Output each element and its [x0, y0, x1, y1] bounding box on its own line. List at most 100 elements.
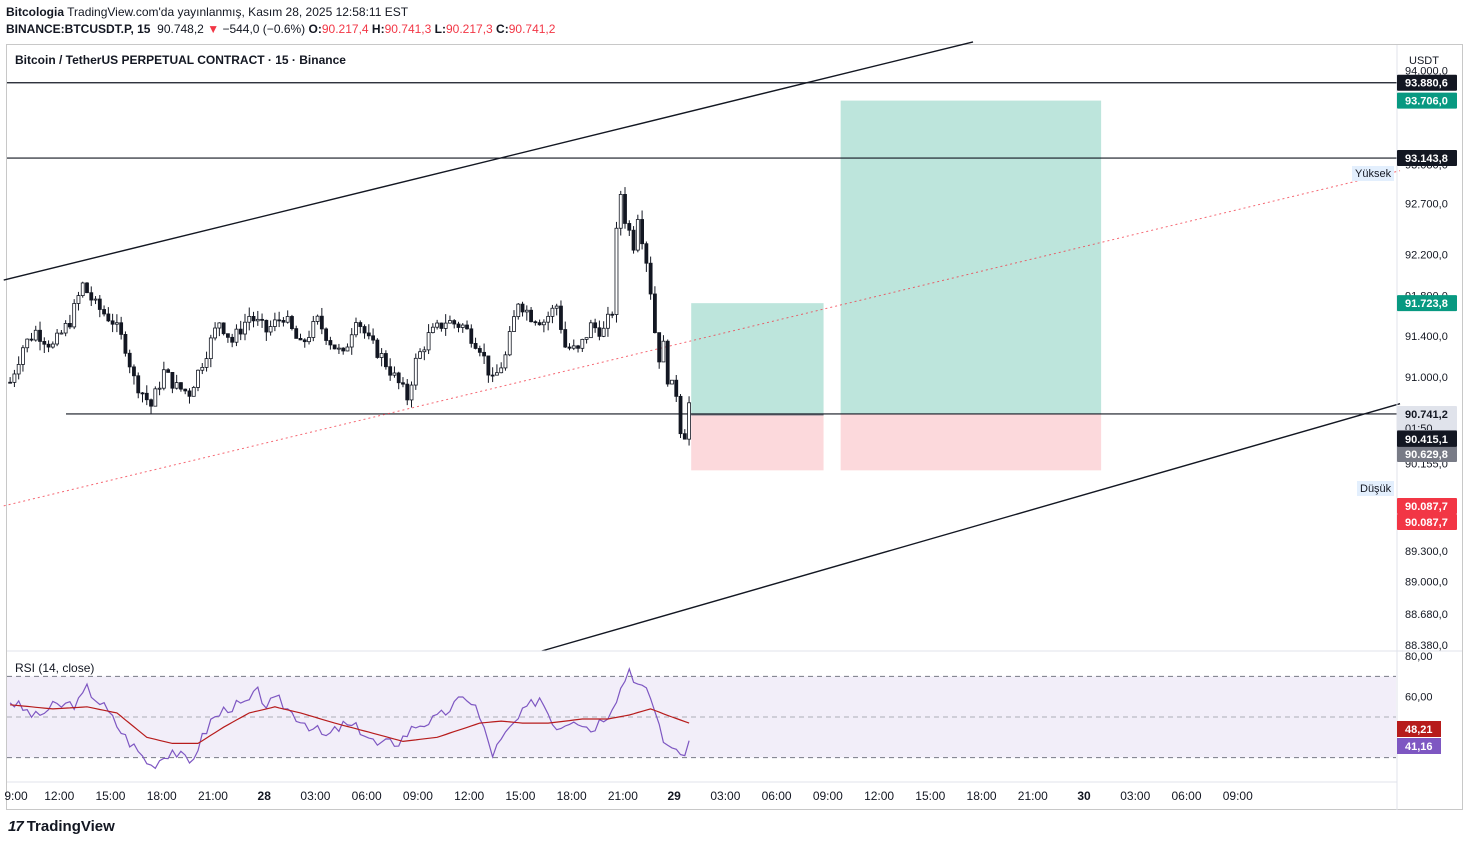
candle-body — [482, 351, 487, 357]
candle-body — [678, 395, 683, 435]
time-tick-label: 30 — [1077, 789, 1091, 803]
candle-body — [631, 229, 636, 251]
candle-body — [465, 324, 469, 330]
candle-body — [102, 309, 106, 315]
candle-body — [311, 321, 316, 338]
price-badge-label: 90.415,1 — [1405, 434, 1448, 446]
candle-body — [55, 332, 60, 345]
candle-body — [516, 303, 521, 318]
candle-body — [588, 322, 593, 339]
candle-body — [110, 320, 115, 325]
tradingview-logo[interactable]: 17 TradingView — [8, 818, 115, 835]
candle-body — [456, 323, 461, 328]
candle-body — [76, 295, 81, 304]
time-axis[interactable]: 9:00 12:00 15:00 18:00 21:00 28 03:00 06:00 09:0… — [4, 789, 1253, 803]
position-stop-zone — [840, 413, 1102, 471]
candle-body — [285, 316, 290, 323]
candles — [8, 187, 691, 446]
price-tick-label: 92.700,0 — [1405, 198, 1448, 210]
rsi-pane[interactable]: 80,00 60,00 48,21 41,16 — [7, 651, 1441, 770]
trend-channel[interactable] — [3, 41, 1401, 652]
candle-body — [157, 387, 162, 390]
candle-body — [204, 358, 209, 368]
rsi-value-badge — [1397, 738, 1441, 754]
symbol-label: BINANCE:BTCUSDT.P, 15 — [6, 22, 151, 36]
candle-body — [268, 326, 273, 333]
candle-body — [46, 343, 51, 348]
position-target-zone — [840, 100, 1102, 414]
candle-body — [21, 347, 25, 365]
candle-body — [166, 369, 171, 373]
candle-body — [217, 322, 222, 329]
candle-body — [281, 320, 286, 323]
candle-body — [221, 322, 226, 335]
candle-body — [435, 322, 440, 328]
currency-label: USDT — [1409, 55, 1439, 67]
time-tick-label: 06:00 — [352, 789, 382, 803]
candle-body — [63, 323, 68, 334]
time-tick-label: 06:00 — [762, 789, 792, 803]
candle-body — [362, 326, 367, 334]
position-tools[interactable] — [691, 100, 1102, 471]
candle-body — [230, 336, 235, 343]
candle-body — [448, 320, 452, 324]
candle-body — [682, 433, 687, 440]
candle-body — [507, 331, 512, 356]
candle-body — [315, 315, 320, 322]
candle-body — [571, 345, 576, 349]
candle-body — [332, 344, 337, 350]
candle-body — [379, 353, 384, 358]
time-tick-label: 29 — [667, 789, 681, 803]
time-tick-label: 21:00 — [198, 789, 228, 803]
time-tick-label: 12:00 — [44, 789, 74, 803]
candle-body — [413, 357, 418, 386]
time-tick-label: 18:00 — [147, 789, 177, 803]
candle-body — [640, 219, 644, 245]
candle-body — [72, 303, 77, 328]
price-badge — [1397, 406, 1457, 436]
candle-body — [524, 309, 529, 313]
channel-line — [3, 41, 974, 281]
high-label-text: Yüksek — [1355, 168, 1392, 180]
time-tick-label: 03:00 — [1120, 789, 1150, 803]
price-badge — [1397, 92, 1457, 109]
low-annotation: Düşük — [1357, 481, 1394, 496]
candle-body — [529, 309, 533, 323]
candle-body — [251, 316, 256, 322]
time-tick-label: 15:00 — [95, 789, 125, 803]
rsi-line — [9, 667, 690, 770]
horizontal-lines[interactable] — [7, 82, 1397, 415]
candle-body — [486, 355, 491, 376]
time-tick-label: 09:00 — [1223, 789, 1253, 803]
high-value: 90.741,3 — [384, 22, 432, 36]
time-tick-label: 15:00 — [505, 789, 535, 803]
candle-body — [68, 323, 72, 328]
price-badge-label: 90.629,8 — [1405, 449, 1448, 461]
candle-body — [119, 322, 124, 335]
time-tick-label: 21:00 — [1018, 789, 1048, 803]
channel-line — [541, 403, 1401, 652]
candle-body — [16, 364, 21, 375]
price-axis[interactable]: 94.000,093.080,092.700,092.200,091.800,0… — [1396, 45, 1448, 810]
price-badge — [1397, 446, 1457, 462]
rsi-ma-line — [10, 704, 690, 745]
tradingview-mark-icon: 17 — [8, 818, 24, 835]
candle-body — [114, 322, 119, 325]
rsi-title: RSI (14, close) — [15, 661, 94, 675]
candle-body — [687, 402, 691, 440]
candle-body — [324, 328, 329, 341]
time-tick-label: 06:00 — [1172, 789, 1202, 803]
candle-body — [341, 347, 346, 352]
high-label: H: — [371, 22, 385, 36]
candle-body — [426, 332, 431, 351]
price-badge — [1397, 295, 1457, 312]
time-tick-label: 12:00 — [864, 789, 894, 803]
time-tick-label: 09:00 — [403, 789, 433, 803]
time-tick-label: 03:00 — [300, 789, 330, 803]
candle-body — [554, 305, 559, 309]
time-tick-label: 18:00 — [557, 789, 587, 803]
candle-body — [153, 388, 158, 407]
candle-body — [674, 379, 679, 397]
candle-body — [354, 322, 358, 336]
